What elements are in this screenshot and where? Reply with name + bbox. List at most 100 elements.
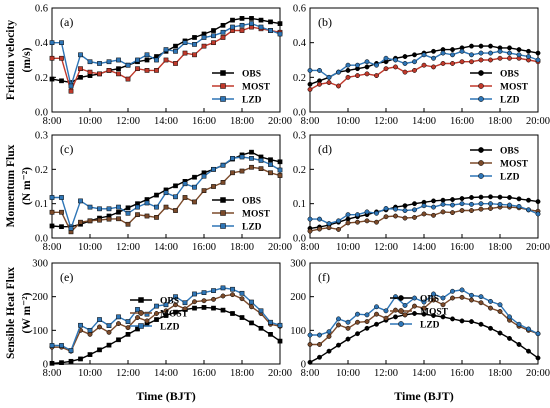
data-point bbox=[421, 305, 427, 311]
data-point bbox=[431, 204, 436, 210]
x-tick-label: 12:00 bbox=[374, 242, 398, 253]
x-tick-label: 18:00 bbox=[230, 242, 254, 253]
data-point bbox=[526, 326, 531, 332]
data-point bbox=[459, 59, 465, 65]
data-point bbox=[345, 220, 351, 226]
data-point bbox=[163, 302, 169, 308]
legend: OBS MOST LZD bbox=[212, 197, 271, 233]
y-tick-label: 0.0 bbox=[293, 108, 306, 119]
data-point bbox=[59, 195, 64, 200]
data-point bbox=[374, 73, 379, 79]
data-point bbox=[201, 298, 207, 304]
y-tick-label: 0.6 bbox=[293, 4, 306, 15]
data-point bbox=[163, 308, 169, 314]
data-point bbox=[345, 212, 351, 218]
data-point bbox=[268, 319, 273, 325]
data-point bbox=[364, 325, 370, 331]
data-point bbox=[478, 294, 484, 300]
y-tick-label: 0.3 bbox=[293, 131, 306, 142]
data-point bbox=[125, 319, 131, 324]
data-point bbox=[535, 355, 541, 361]
data-point bbox=[440, 295, 446, 301]
data-point bbox=[87, 218, 93, 224]
data-point bbox=[135, 212, 140, 218]
y-tick-label: 0 bbox=[301, 360, 306, 371]
data-point bbox=[488, 50, 493, 56]
data-point bbox=[106, 59, 112, 65]
data-point bbox=[249, 155, 254, 161]
x-tick-label: 14:00 bbox=[154, 368, 178, 379]
data-point bbox=[68, 226, 74, 231]
x-tick-label: 20:00 bbox=[526, 242, 550, 253]
data-point bbox=[488, 201, 493, 207]
data-point bbox=[268, 28, 273, 33]
x-tick-label: 10:00 bbox=[78, 116, 102, 127]
data-point bbox=[488, 298, 493, 304]
y-tick-label: 0.2 bbox=[293, 165, 306, 176]
data-point bbox=[277, 159, 283, 165]
data-point bbox=[355, 331, 360, 337]
series-most bbox=[307, 55, 541, 92]
x-tick-label: 12:00 bbox=[116, 242, 140, 253]
data-point bbox=[68, 83, 74, 89]
data-point bbox=[249, 304, 254, 310]
data-point bbox=[106, 329, 112, 335]
series-lzd bbox=[49, 285, 283, 353]
data-point bbox=[97, 217, 102, 223]
data-point bbox=[478, 321, 484, 327]
legend-label: OBS bbox=[420, 295, 439, 305]
data-point bbox=[144, 213, 150, 219]
legend-label: OBS bbox=[242, 197, 261, 207]
legend-marker bbox=[220, 223, 226, 229]
y-tick-label: 0 bbox=[43, 360, 48, 371]
data-point bbox=[478, 43, 484, 49]
y-tick-label: 0.2 bbox=[293, 73, 306, 84]
data-point bbox=[78, 219, 83, 225]
data-point bbox=[374, 321, 379, 327]
data-point bbox=[488, 206, 493, 211]
data-point bbox=[97, 61, 102, 66]
data-point bbox=[535, 50, 541, 56]
data-point bbox=[220, 22, 226, 28]
data-point bbox=[144, 200, 150, 206]
data-point bbox=[239, 16, 245, 21]
data-point bbox=[239, 28, 245, 33]
data-point bbox=[249, 16, 254, 21]
legend-label: LZD bbox=[160, 323, 180, 333]
data-point bbox=[450, 47, 455, 53]
data-point bbox=[277, 338, 283, 344]
data-point bbox=[488, 43, 493, 49]
legend-marker bbox=[220, 197, 226, 203]
data-point bbox=[469, 297, 474, 303]
data-point bbox=[116, 71, 121, 77]
data-point bbox=[49, 209, 55, 215]
data-point bbox=[68, 348, 74, 353]
data-point bbox=[383, 55, 389, 61]
data-point bbox=[239, 296, 245, 302]
data-point bbox=[268, 162, 273, 167]
data-point bbox=[201, 290, 207, 295]
data-point bbox=[154, 303, 159, 309]
panel-label: (f) bbox=[318, 270, 330, 284]
data-point bbox=[163, 204, 169, 210]
series-most bbox=[49, 164, 283, 235]
data-point bbox=[355, 219, 360, 225]
data-point bbox=[317, 354, 322, 360]
data-point bbox=[488, 305, 493, 311]
data-point bbox=[173, 61, 178, 66]
data-point bbox=[277, 173, 283, 178]
data-point bbox=[431, 48, 436, 54]
data-point bbox=[497, 201, 503, 207]
data-point bbox=[116, 209, 121, 215]
data-point bbox=[355, 319, 360, 325]
data-point bbox=[383, 214, 389, 220]
data-point bbox=[412, 67, 417, 73]
data-point bbox=[450, 197, 455, 202]
data-point bbox=[268, 332, 273, 337]
data-point bbox=[230, 292, 235, 298]
series-lzd bbox=[49, 154, 283, 231]
data-point bbox=[135, 204, 140, 210]
data-point bbox=[49, 195, 55, 200]
chart-panel-3: 8:00 10:00 12:00 14:00 16:00 18:00 20:00 0.0 0.1… bbox=[35, 131, 292, 254]
data-point bbox=[125, 221, 131, 227]
